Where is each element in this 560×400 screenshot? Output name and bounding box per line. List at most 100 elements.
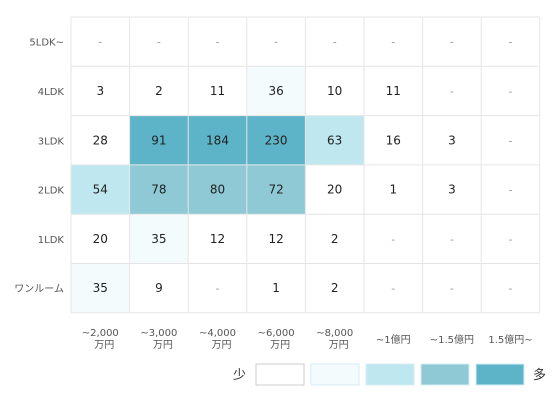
- cell-value-label: 80: [210, 183, 225, 197]
- heatmap-cell: [422, 17, 482, 67]
- cell-value-label: 3: [448, 183, 456, 197]
- heatmap-cell: [71, 214, 130, 264]
- legend-swatch: [310, 363, 360, 386]
- cell-value-label: 1: [389, 183, 397, 197]
- heatmap-cell: [422, 164, 482, 215]
- cell-value-label: 78: [151, 183, 166, 197]
- empty-cell-marker: -: [509, 184, 513, 197]
- heatmap-cell: [422, 115, 482, 165]
- heatmap-cell: [364, 115, 423, 165]
- empty-cell-marker: -: [509, 282, 513, 295]
- heatmap-cell: [422, 214, 482, 264]
- heatmap-cell: [305, 164, 364, 215]
- heatmap-cell: [71, 115, 130, 165]
- cell-value-label: 3: [96, 84, 104, 98]
- heatmap-cell: [129, 115, 189, 165]
- legend-swatch: [365, 363, 415, 386]
- heatmap-cell: [246, 164, 306, 215]
- cell-value-label: 11: [386, 84, 401, 98]
- cell-value-label: 2: [331, 232, 339, 246]
- empty-cell-marker: -: [450, 85, 454, 98]
- column-label: ~1億円: [376, 333, 411, 346]
- heatmap-cell: [71, 17, 130, 67]
- heatmap-cell: [129, 17, 189, 67]
- cell-value-label: 184: [206, 133, 229, 147]
- row-label: 4LDK: [38, 87, 65, 98]
- heatmap-cell: [481, 115, 540, 165]
- row-label: 2LDK: [38, 186, 65, 197]
- column-label: ~1.5億円: [430, 333, 474, 346]
- column-label: ~8,000: [316, 328, 353, 339]
- cell-value-label: 20: [327, 183, 342, 197]
- heatmap-cell: [305, 66, 364, 116]
- heatmap-cell: [481, 66, 540, 116]
- cell-value-label: 3: [448, 133, 456, 147]
- empty-cell-marker: -: [98, 36, 102, 49]
- heatmap-cell: [364, 164, 423, 215]
- cell-value-label: 2: [331, 281, 339, 295]
- empty-cell-marker: -: [333, 36, 337, 49]
- column-labels: ~2,000万円~3,000万円~4,000万円~6,000万円~8,000万円…: [82, 328, 533, 351]
- heatmap-cell: [422, 66, 482, 116]
- heatmap-cells: [71, 17, 540, 313]
- column-label: ~6,000: [258, 328, 295, 339]
- heatmap-cell: [481, 214, 540, 264]
- empty-cell-marker: -: [157, 36, 161, 49]
- heatmap-cell: [246, 115, 306, 165]
- heatmap-cell: [188, 214, 247, 264]
- heatmap-cell: [188, 263, 247, 313]
- heatmap-cell: [129, 263, 189, 313]
- empty-cell-marker: -: [391, 36, 395, 49]
- heatmap-cell: [188, 17, 247, 67]
- column-label: 万円: [94, 340, 114, 351]
- empty-cell-marker: -: [216, 282, 220, 295]
- legend-swatch: [475, 363, 525, 386]
- column-label: 万円: [329, 340, 349, 351]
- cell-value-label: 230: [265, 133, 288, 147]
- legend-high-label: 多: [533, 367, 546, 383]
- row-label: ワンルーム: [14, 283, 64, 295]
- heatmap-cell: [71, 164, 130, 215]
- empty-cell-marker: -: [391, 282, 395, 295]
- legend: 少多: [233, 363, 546, 386]
- heatmap-cell: [305, 115, 364, 165]
- heatmap-cell: [188, 164, 247, 215]
- heatmap-cell: [188, 115, 247, 165]
- heatmap-cell: [71, 66, 130, 116]
- legend-swatch: [255, 363, 305, 386]
- column-label: ~4,000: [199, 328, 236, 339]
- column-label: 万円: [212, 340, 232, 351]
- cell-value-label: 12: [268, 232, 283, 246]
- heatmap-grid: [70, 16, 541, 314]
- column-label: 万円: [270, 340, 290, 351]
- heatmap-cell: [129, 66, 189, 116]
- empty-cell-marker: -: [450, 233, 454, 246]
- cell-value-label: 1: [272, 281, 280, 295]
- empty-cell-marker: -: [509, 85, 513, 98]
- column-label: ~3,000: [140, 328, 177, 339]
- cell-value-label: 2: [155, 84, 163, 98]
- column-label: ~2,000: [82, 328, 119, 339]
- row-labels: 5LDK~ 4LDK 3LDK 2LDK 1LDK ワンルーム: [14, 38, 64, 296]
- cell-value-label: 35: [93, 281, 108, 295]
- cell-value-label: 9: [155, 281, 163, 295]
- cell-value-label: 16: [386, 133, 401, 147]
- cell-value-label: 63: [327, 133, 342, 147]
- heatmap-cell: [481, 17, 540, 67]
- heatmap-cell: [364, 214, 423, 264]
- heatmap-cell: [305, 263, 364, 313]
- heatmap-cell: [305, 17, 364, 67]
- cell-value-label: 54: [93, 183, 108, 197]
- legend-low-label: 少: [233, 368, 246, 383]
- cell-value-label: 36: [268, 84, 283, 98]
- legend-swatch: [420, 363, 470, 386]
- cell-value-label: 35: [151, 232, 166, 246]
- heatmap-cell: [364, 263, 423, 313]
- heatmap-cell: [305, 214, 364, 264]
- heatmap-cell: [481, 164, 540, 215]
- empty-cell-marker: -: [450, 36, 454, 49]
- row-label: 5LDK~: [29, 38, 64, 49]
- heatmap-cell: [246, 214, 306, 264]
